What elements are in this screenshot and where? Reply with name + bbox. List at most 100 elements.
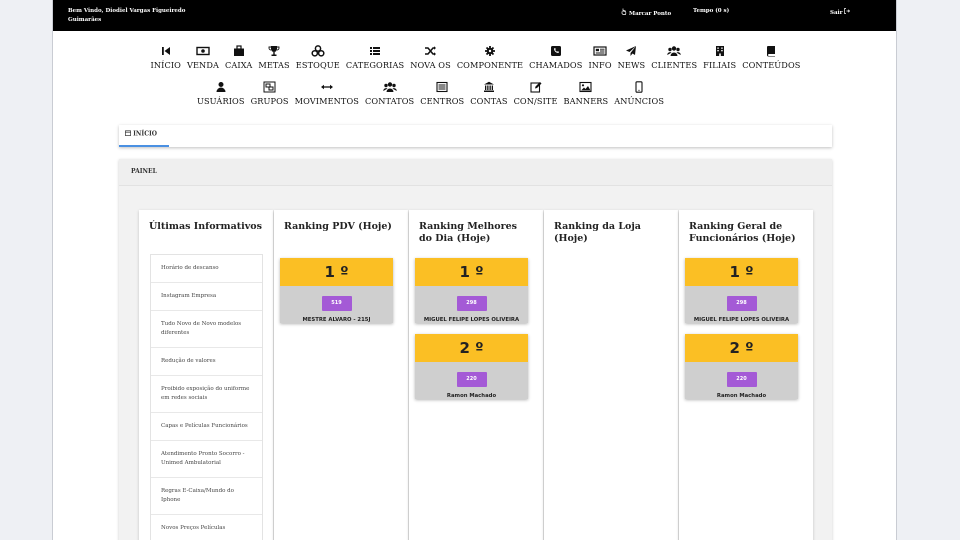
list-item[interactable]: Horário de descanso xyxy=(151,255,262,283)
list-item[interactable]: Instagram Empresa xyxy=(151,283,262,311)
rank-name: MESTRE ALVARO - 215J xyxy=(302,317,371,323)
list-item[interactable]: Atendimento Pronto Socorro - Unimed Ambu… xyxy=(151,441,262,478)
ranking-pdv-card: Ranking PDV (Hoje) 1 º 519 MESTRE ALVARO… xyxy=(274,210,408,540)
clock-in-label: Marcar Ponto xyxy=(629,11,672,17)
rank-body: 298 MIGUEL FELIPE LOPES OLIVEIRA xyxy=(415,286,528,323)
nav-label: CONTAS xyxy=(470,96,508,106)
rank-name: Ramon Machado xyxy=(446,393,497,399)
nav-item-nova-os[interactable]: NOVA OS xyxy=(410,44,451,70)
main-nav: INÍCIO VENDA CAIXA METAS xyxy=(53,44,896,106)
rank-position: 1 º xyxy=(685,258,798,286)
nav-label: MOVIMENTOS xyxy=(294,96,360,106)
rank-body: 519 MESTRE ALVARO - 215J xyxy=(280,286,393,323)
nav-label: BANNERS xyxy=(563,96,609,106)
paper-plane-icon xyxy=(624,44,638,58)
nav-item-con-site[interactable]: CON/SITE xyxy=(514,80,558,106)
nav-label: CONTEÚDOS xyxy=(742,60,801,70)
shuffle-icon xyxy=(424,44,438,58)
book-icon xyxy=(764,44,778,58)
dashboard-panel: PAINEL Últimas Informativos Horário de d… xyxy=(119,159,832,540)
active-tab-indicator xyxy=(119,145,169,147)
ranking-entry: 2 º 220 Ramon Machado xyxy=(685,334,798,399)
top-bar: Bem Vindo, Diodiel Vargas Figueiredo Gui… xyxy=(53,0,896,31)
informativos-card: Últimas Informativos Horário de descanso… xyxy=(139,210,273,540)
nav-label: CLIENTES xyxy=(651,60,698,70)
nav-item-metas[interactable]: METAS xyxy=(258,44,290,70)
users-icon xyxy=(667,44,681,58)
nav-label: CON/SITE xyxy=(513,96,558,106)
rank-body: 220 Ramon Machado xyxy=(685,362,798,399)
nav-item-contas[interactable]: CONTAS xyxy=(470,80,507,106)
object-group-icon xyxy=(263,80,277,94)
nav-item-componente[interactable]: COMPONENTE xyxy=(457,44,523,70)
nav-item-usuarios[interactable]: USUÁRIOS xyxy=(197,80,245,106)
ranking-store-title: Ranking da Loja (Hoje) xyxy=(554,221,641,244)
nav-item-info[interactable]: INFO xyxy=(588,44,612,70)
briefcase-icon xyxy=(232,44,246,58)
nav-item-grupos[interactable]: GRUPOS xyxy=(251,80,289,106)
list-item[interactable]: Regras E-Caixa/Mundo do Iphone xyxy=(151,478,262,515)
rank-body: 298 MIGUEL FELIPE LOPES OLIVEIRA xyxy=(685,286,798,323)
ranking-entry: 1 º 298 MIGUEL FELIPE LOPES OLIVEIRA xyxy=(685,258,798,323)
nav-label: VENDA xyxy=(186,60,219,70)
nav-item-conteudos[interactable]: CONTEÚDOS xyxy=(742,44,800,70)
logout-button[interactable]: Sair xyxy=(830,8,852,16)
pencil-square-icon xyxy=(529,80,543,94)
list-item[interactable]: Proibido exposição do uniforme em redes … xyxy=(151,376,262,413)
nav-item-centros[interactable]: CENTROS xyxy=(420,80,464,106)
nav-label: NEWS xyxy=(617,60,646,70)
nav-label: INFO xyxy=(588,60,612,70)
nav-label: ESTOQUE xyxy=(295,60,340,70)
nav-label: CHAMADOS xyxy=(529,60,583,70)
nav-item-estoque[interactable]: ESTOQUE xyxy=(296,44,340,70)
ranking-best-title: Ranking Melhores do Dia (Hoje) xyxy=(419,221,518,244)
ranking-entry: 2 º 220 Ramon Machado xyxy=(415,334,528,399)
nav-item-movimentos[interactable]: MOVIMENTOS xyxy=(295,80,359,106)
nav-item-venda[interactable]: VENDA xyxy=(187,44,219,70)
list-item[interactable]: Tudo Novo de Novo modelos diferentes xyxy=(151,311,262,348)
rank-value-badge: 220 xyxy=(456,372,487,387)
panel-title: PAINEL xyxy=(119,159,832,186)
timer-text: Tempo (0 s) xyxy=(693,8,730,14)
hand-pointer-icon xyxy=(621,8,627,17)
welcome-text: Bem Vindo, Diodiel Vargas Figueiredo Gui… xyxy=(68,8,186,23)
cubes-icon xyxy=(311,44,325,58)
nav-label: ANÚNCIOS xyxy=(614,96,665,106)
ranking-best-card: Ranking Melhores do Dia (Hoje) 1 º 298 M… xyxy=(409,210,543,540)
calendar-icon xyxy=(125,130,133,138)
list-item[interactable]: Novos Preços Películas xyxy=(151,515,262,540)
nav-item-caixa[interactable]: CAIXA xyxy=(225,44,252,70)
nav-item-banners[interactable]: BANNERS xyxy=(564,80,609,106)
nav-item-news[interactable]: NEWS xyxy=(618,44,646,70)
informativos-title: Últimas Informativos xyxy=(149,221,262,232)
rank-position: 1 º xyxy=(280,258,393,286)
nav-item-categorias[interactable]: CATEGORIAS xyxy=(346,44,404,70)
rank-value-badge: 298 xyxy=(726,296,757,311)
nav-item-filiais[interactable]: FILIAIS xyxy=(703,44,736,70)
nav-label: COMPONENTE xyxy=(456,60,524,70)
ranking-general-card: Ranking Geral de Funcionários (Hoje) 1 º… xyxy=(679,210,813,540)
informativos-list: Horário de descanso Instagram Empresa Tu… xyxy=(150,254,263,540)
nav-item-contatos[interactable]: CONTATOS xyxy=(365,80,414,106)
users-group-icon xyxy=(382,80,397,94)
ranking-store-card: Ranking da Loja (Hoje) xyxy=(544,210,678,540)
clock-in-button[interactable]: Marcar Ponto xyxy=(621,8,671,17)
rank-position: 1 º xyxy=(415,258,528,286)
nav-label: CENTROS xyxy=(420,96,465,106)
tab-inicio[interactable]: INÍCIO xyxy=(125,130,157,138)
nav-item-chamados[interactable]: CHAMADOS xyxy=(529,44,582,70)
ranking-general-title: Ranking Geral de Funcionários (Hoje) xyxy=(689,221,796,244)
list-item[interactable]: Redução de valores xyxy=(151,348,262,376)
rank-value-badge: 298 xyxy=(456,296,487,311)
nav-item-clientes[interactable]: CLIENTES xyxy=(651,44,697,70)
nav-item-anuncios[interactable]: ANÚNCIOS xyxy=(614,80,664,106)
app-frame: Bem Vindo, Diodiel Vargas Figueiredo Gui… xyxy=(52,0,897,540)
newspaper-icon xyxy=(593,44,607,58)
nav-item-inicio[interactable]: INÍCIO xyxy=(151,44,181,70)
nav-label: METAS xyxy=(258,60,290,70)
ranking-entry: 1 º 519 MESTRE ALVARO - 215J xyxy=(280,258,393,323)
list-item[interactable]: Capas e Películas Funcionários xyxy=(151,413,262,441)
nav-label: USUÁRIOS xyxy=(196,96,245,106)
building-icon xyxy=(713,44,727,58)
logout-label: Sair xyxy=(830,10,843,16)
